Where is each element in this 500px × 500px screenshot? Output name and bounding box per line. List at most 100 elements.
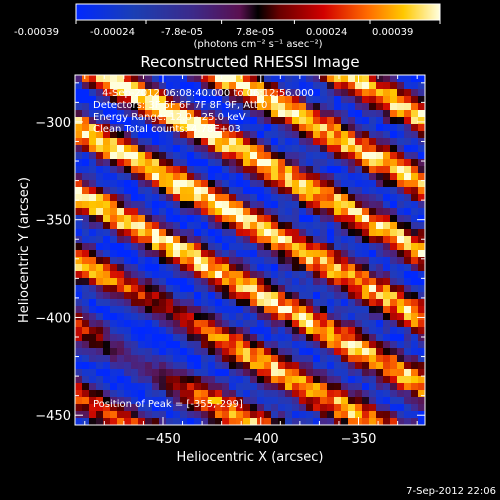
heatmap-cell: [180, 411, 188, 419]
heatmap-cell: [103, 292, 111, 300]
heatmap-cell: [236, 397, 244, 405]
heatmap-cell: [117, 397, 125, 405]
heatmap-cell: [166, 341, 174, 349]
heatmap-cell: [96, 320, 104, 328]
heatmap-cell: [285, 173, 293, 181]
heatmap-cell: [110, 152, 118, 160]
heatmap-cell: [299, 166, 307, 174]
heatmap-cell: [292, 173, 300, 181]
heatmap-cell: [397, 194, 405, 202]
heatmap-cell: [334, 278, 342, 286]
heatmap-cell: [89, 411, 97, 419]
heatmap-cell: [208, 320, 216, 328]
heatmap-cell: [355, 96, 363, 104]
heatmap-cell: [173, 411, 181, 419]
heatmap-cell: [201, 89, 209, 97]
heatmap-cell: [222, 418, 230, 426]
heatmap-cell: [159, 124, 167, 132]
heatmap-cell: [418, 124, 426, 132]
heatmap-cell: [348, 194, 356, 202]
heatmap-cell: [271, 257, 279, 265]
heatmap-cell: [278, 299, 286, 307]
heatmap-cell: [159, 292, 167, 300]
heatmap-cell: [271, 313, 279, 321]
heatmap-cell: [208, 180, 216, 188]
heatmap-cell: [397, 166, 405, 174]
heatmap-cell: [362, 299, 370, 307]
heatmap-cell: [418, 390, 426, 398]
heatmap-cell: [236, 411, 244, 419]
heatmap-cell: [236, 173, 244, 181]
heatmap-cell: [110, 236, 118, 244]
heatmap-cell: [320, 278, 328, 286]
heatmap-cell: [313, 194, 321, 202]
heatmap-cell: [257, 397, 265, 405]
heatmap-cell: [285, 397, 293, 405]
heatmap-cell: [250, 313, 258, 321]
heatmap-cell: [348, 89, 356, 97]
heatmap-cell: [103, 376, 111, 384]
heatmap-cell: [89, 208, 97, 216]
heatmap-cell: [222, 187, 230, 195]
heatmap-cell: [138, 348, 146, 356]
heatmap-cell: [117, 299, 125, 307]
heatmap-cell: [194, 187, 202, 195]
heatmap-cell: [362, 96, 370, 104]
heatmap-cell: [152, 117, 160, 125]
heatmap-cell: [285, 215, 293, 223]
heatmap-cell: [89, 138, 97, 146]
heatmap-cell: [299, 271, 307, 279]
heatmap-cell: [348, 397, 356, 405]
heatmap-cell: [117, 383, 125, 391]
heatmap-cell: [152, 348, 160, 356]
heatmap-cell: [103, 285, 111, 293]
heatmap-cell: [257, 250, 265, 258]
heatmap-cell: [152, 96, 160, 104]
heatmap-cell: [89, 397, 97, 405]
heatmap-cell: [397, 278, 405, 286]
heatmap-cell: [327, 418, 335, 426]
heatmap-cell: [75, 229, 83, 237]
heatmap-cell: [103, 390, 111, 398]
heatmap-cell: [131, 355, 139, 363]
heatmap-cell: [215, 215, 223, 223]
heatmap-cell: [390, 376, 398, 384]
heatmap-cell: [362, 404, 370, 412]
heatmap-cell: [369, 138, 377, 146]
heatmap-cell: [215, 348, 223, 356]
heatmap-cell: [418, 327, 426, 335]
heatmap-cell: [180, 187, 188, 195]
heatmap-cell: [201, 376, 209, 384]
heatmap-cell: [131, 82, 139, 90]
heatmap-cell: [215, 117, 223, 125]
heatmap-cell: [404, 327, 412, 335]
heatmap-cell: [124, 110, 132, 118]
heatmap-cell: [411, 355, 419, 363]
heatmap-cell: [75, 264, 83, 272]
heatmap-cell: [264, 82, 272, 90]
heatmap-cell: [334, 313, 342, 321]
heatmap-cell: [320, 117, 328, 125]
heatmap-cell: [411, 348, 419, 356]
heatmap-cell: [103, 229, 111, 237]
heatmap-cell: [327, 89, 335, 97]
heatmap-cell: [82, 320, 90, 328]
heatmap-cell: [341, 124, 349, 132]
heatmap-cell: [264, 243, 272, 251]
heatmap-cell: [194, 397, 202, 405]
heatmap-cell: [278, 215, 286, 223]
heatmap-cell: [229, 89, 237, 97]
heatmap-cell: [306, 376, 314, 384]
heatmap-cell: [152, 138, 160, 146]
heatmap-cell: [306, 173, 314, 181]
heatmap-cell: [383, 138, 391, 146]
heatmap-cell: [334, 103, 342, 111]
heatmap-cell: [103, 145, 111, 153]
heatmap-cell: [152, 257, 160, 265]
heatmap-cell: [110, 117, 118, 125]
heatmap-cell: [362, 215, 370, 223]
heatmap-cell: [138, 383, 146, 391]
heatmap-cell: [390, 334, 398, 342]
heatmap-cell: [278, 397, 286, 405]
heatmap-cell: [166, 166, 174, 174]
